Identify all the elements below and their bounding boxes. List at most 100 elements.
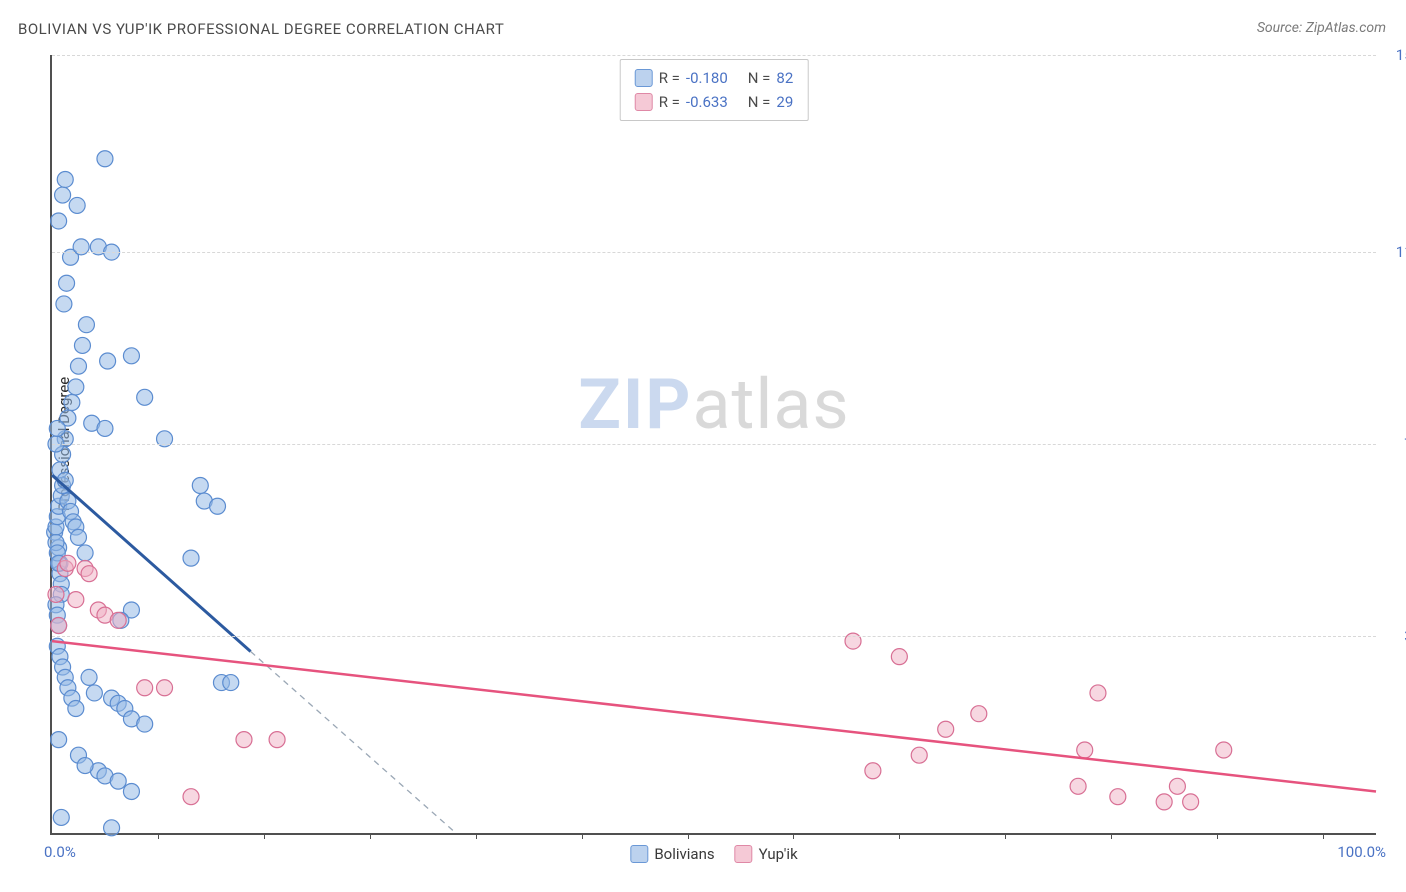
x-max-label: 100.0% (1337, 843, 1386, 861)
data-point (269, 732, 285, 748)
data-point (1216, 742, 1232, 758)
data-point (104, 820, 120, 836)
data-point (1156, 794, 1172, 810)
data-point (60, 555, 76, 571)
watermark-atlas: atlas (692, 364, 849, 446)
data-point (51, 618, 67, 634)
data-point (110, 773, 126, 789)
legend-n-label-2: N = (748, 90, 771, 114)
data-point (137, 389, 153, 405)
data-point (81, 669, 97, 685)
data-point (48, 586, 64, 602)
data-point (971, 706, 987, 722)
gridline (52, 636, 1376, 637)
legend-r-label: R = (659, 66, 680, 90)
gridline (52, 444, 1376, 445)
x-tick (1323, 833, 1324, 839)
source-attribution: Source: ZipAtlas.com (1257, 20, 1386, 36)
x-tick (1005, 833, 1006, 839)
gridline (52, 55, 1376, 56)
data-point (69, 197, 85, 213)
series-legend: Bolivians Yup'ik (630, 845, 797, 863)
data-point (53, 809, 69, 825)
chart-container: BOLIVIAN VS YUP'IK PROFESSIONAL DEGREE C… (0, 0, 1406, 892)
plot-area: Professional Degree ZIPatlas R = -0.180 … (50, 55, 1376, 835)
data-point (192, 477, 208, 493)
data-point (74, 337, 90, 353)
data-point (55, 187, 71, 203)
data-point (77, 758, 93, 774)
data-point (110, 612, 126, 628)
legend-r-val-1: -0.633 (686, 90, 728, 114)
data-point (236, 732, 252, 748)
data-point (1090, 685, 1106, 701)
data-point (123, 784, 139, 800)
x-tick (370, 833, 371, 839)
swatch-yupik-2 (735, 845, 753, 863)
data-point (68, 701, 84, 717)
data-point (1110, 789, 1126, 805)
y-tick-label: 3.8% (1381, 627, 1406, 645)
data-point (68, 592, 84, 608)
plot-svg (52, 55, 352, 205)
swatch-yupik (635, 93, 653, 111)
swatch-bolivians (635, 69, 653, 87)
data-point (865, 763, 881, 779)
data-point (137, 680, 153, 696)
trend-line (52, 641, 1376, 791)
data-point (64, 395, 80, 411)
legend-r-label-2: R = (659, 90, 680, 114)
data-point (51, 213, 67, 229)
data-point (223, 675, 239, 691)
data-point (137, 716, 153, 732)
legend-label-yupik: Yup'ik (759, 845, 798, 863)
correlation-legend: R = -0.180 N = 82 R = -0.633 N = 29 (620, 59, 809, 121)
x-tick (264, 833, 265, 839)
data-point (57, 171, 73, 187)
data-point (183, 550, 199, 566)
data-point (100, 353, 116, 369)
data-point (56, 296, 72, 312)
data-point (891, 649, 907, 665)
x-tick (899, 833, 900, 839)
x-tick (582, 833, 583, 839)
data-point (70, 529, 86, 545)
data-point (81, 566, 97, 582)
data-point (1183, 794, 1199, 810)
x-tick (158, 833, 159, 839)
legend-label-bolivians: Bolivians (654, 845, 714, 863)
legend-row-bolivians: R = -0.180 N = 82 (635, 66, 794, 90)
data-point (49, 420, 65, 436)
data-point (86, 685, 102, 701)
legend-n-val-1: 29 (776, 90, 793, 114)
data-point (938, 721, 954, 737)
data-point (97, 420, 113, 436)
data-point (97, 151, 113, 167)
watermark: ZIPatlas (578, 364, 849, 446)
y-tick-label: 15.0% (1381, 46, 1406, 64)
watermark-zip: ZIP (578, 364, 692, 446)
data-point (1070, 778, 1086, 794)
legend-item-bolivians: Bolivians (630, 845, 714, 863)
data-point (51, 732, 67, 748)
legend-item-yupik: Yup'ik (735, 845, 798, 863)
data-point (1169, 778, 1185, 794)
x-origin-label: 0.0% (44, 843, 76, 861)
data-point (1077, 742, 1093, 758)
x-tick (476, 833, 477, 839)
legend-n-label: N = (748, 66, 771, 90)
x-tick (1111, 833, 1112, 839)
data-point (123, 348, 139, 364)
data-point (78, 317, 94, 333)
legend-row-yupik: R = -0.633 N = 29 (635, 90, 794, 114)
legend-r-val-0: -0.180 (686, 66, 728, 90)
y-tick-label: 7.5% (1381, 435, 1406, 453)
x-tick (688, 833, 689, 839)
x-tick (793, 833, 794, 839)
data-point (210, 498, 226, 514)
swatch-bolivians-2 (630, 845, 648, 863)
data-point (911, 747, 927, 763)
y-tick-label: 11.2% (1381, 243, 1406, 261)
data-point (77, 545, 93, 561)
data-point (68, 379, 84, 395)
